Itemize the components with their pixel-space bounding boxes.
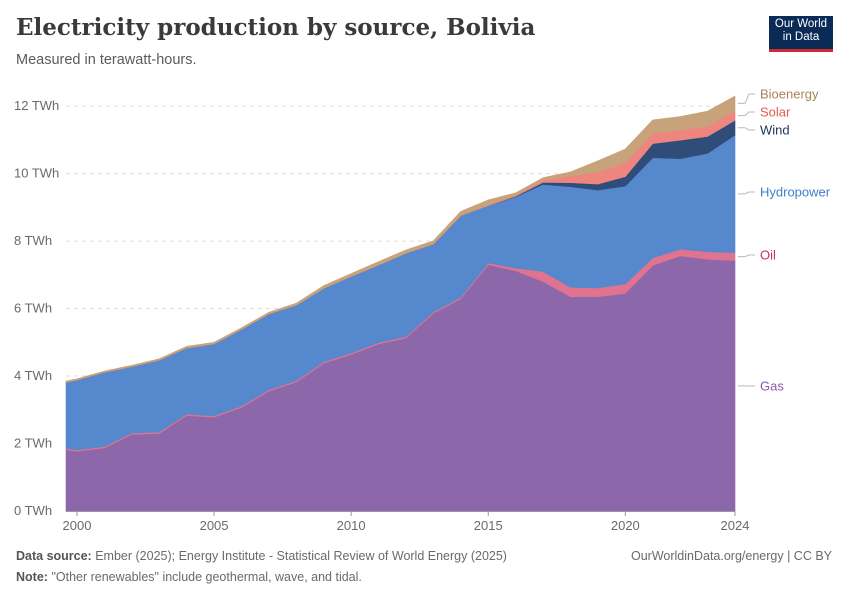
owid-logo[interactable]: Our World in Data [769, 16, 833, 52]
y-tick-label: 8 TWh [14, 233, 52, 248]
y-tick-label: 6 TWh [14, 301, 52, 316]
note-text: "Other renewables" include geothermal, w… [51, 570, 362, 584]
legend-label-bioenergy: Bioenergy [760, 87, 819, 102]
legend-label-gas: Gas [760, 379, 784, 394]
footer-credit[interactable]: OurWorldinData.org/energy | CC BY [630, 549, 832, 563]
x-tick-label: 2024 [721, 518, 750, 533]
logo-line-1: Our World [774, 18, 828, 30]
logo-line-2: in Data [782, 31, 820, 43]
chart-title: Electricity production by source, Bolivi… [16, 14, 536, 41]
x-tick-label: 2000 [63, 518, 92, 533]
legend-label-solar: Solar [760, 105, 791, 120]
y-tick-label: 12 TWh [14, 98, 59, 113]
y-tick-label: 10 TWh [14, 166, 59, 181]
legend-connector [738, 93, 755, 104]
x-tick-label: 2010 [337, 518, 366, 533]
chart-subtitle: Measured in terawatt-hours. [16, 52, 197, 68]
source-text[interactable]: Ember (2025); Energy Institute - Statist… [95, 549, 507, 563]
legend-connector [738, 254, 755, 258]
legend-connector [738, 127, 755, 131]
footer-source: Data source: Ember (2025); Energy Instit… [16, 549, 507, 563]
legend-connector [738, 191, 755, 195]
y-tick-label: 2 TWh [14, 436, 52, 451]
footer-note: Note: "Other renewables" include geother… [16, 570, 362, 584]
y-tick-label: 0 TWh [14, 503, 52, 518]
source-label: Data source: [16, 549, 92, 563]
legend-connector [738, 111, 755, 117]
x-tick-label: 2005 [200, 518, 229, 533]
legend-label-hydropower: Hydropower [760, 185, 831, 200]
legend-label-wind: Wind [760, 123, 790, 138]
note-label: Note: [16, 570, 48, 584]
y-tick-label: 4 TWh [14, 368, 52, 383]
area-bioenergy [65, 95, 736, 383]
x-tick-label: 2015 [474, 518, 503, 533]
legend-label-oil: Oil [760, 248, 776, 263]
x-tick-label: 2020 [611, 518, 640, 533]
